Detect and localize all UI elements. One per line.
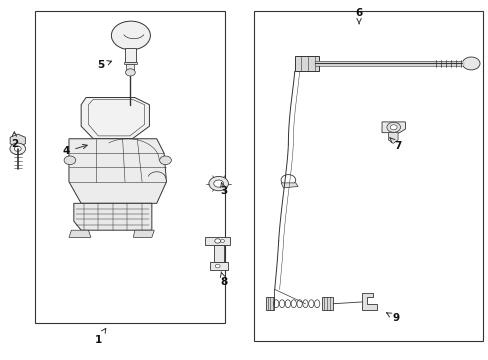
Circle shape bbox=[14, 146, 21, 151]
Polygon shape bbox=[321, 297, 332, 310]
Circle shape bbox=[215, 264, 220, 268]
Text: 4: 4 bbox=[62, 144, 87, 156]
Polygon shape bbox=[213, 244, 223, 262]
Polygon shape bbox=[125, 48, 136, 62]
Text: 9: 9 bbox=[386, 313, 398, 323]
Text: 2: 2 bbox=[11, 132, 18, 149]
Polygon shape bbox=[210, 262, 228, 270]
Text: 6: 6 bbox=[355, 8, 362, 24]
Circle shape bbox=[214, 239, 220, 243]
Polygon shape bbox=[381, 122, 405, 134]
Polygon shape bbox=[124, 62, 137, 64]
Polygon shape bbox=[281, 183, 298, 188]
Circle shape bbox=[208, 176, 228, 191]
Circle shape bbox=[159, 156, 171, 165]
Circle shape bbox=[213, 180, 223, 187]
Circle shape bbox=[220, 239, 224, 242]
Polygon shape bbox=[69, 139, 166, 203]
Text: 5: 5 bbox=[97, 60, 111, 70]
Circle shape bbox=[111, 21, 150, 50]
Polygon shape bbox=[387, 133, 397, 143]
Polygon shape bbox=[133, 230, 154, 237]
Circle shape bbox=[64, 156, 76, 165]
Polygon shape bbox=[361, 293, 376, 310]
Circle shape bbox=[125, 69, 135, 76]
Polygon shape bbox=[10, 134, 25, 147]
Polygon shape bbox=[126, 64, 134, 70]
Polygon shape bbox=[294, 55, 319, 71]
Polygon shape bbox=[81, 98, 149, 139]
Text: 7: 7 bbox=[389, 138, 401, 151]
Polygon shape bbox=[266, 297, 273, 310]
Polygon shape bbox=[69, 230, 91, 237]
Polygon shape bbox=[205, 237, 229, 244]
Text: 1: 1 bbox=[94, 328, 105, 345]
Text: 8: 8 bbox=[220, 272, 227, 287]
Circle shape bbox=[462, 57, 479, 70]
Text: 3: 3 bbox=[220, 183, 227, 196]
Circle shape bbox=[10, 143, 25, 154]
Polygon shape bbox=[74, 203, 152, 230]
Circle shape bbox=[386, 122, 400, 132]
Circle shape bbox=[389, 125, 396, 130]
